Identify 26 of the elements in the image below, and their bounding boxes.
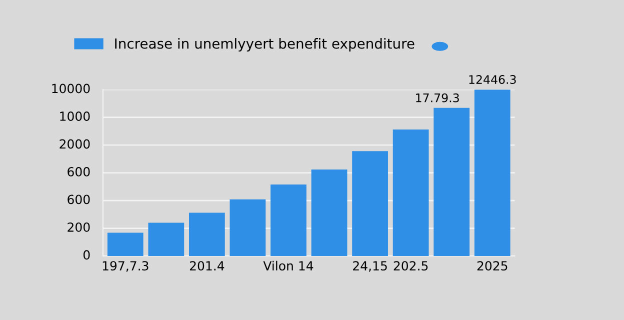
bar bbox=[230, 199, 266, 256]
x-tick-label: 24,15 bbox=[353, 261, 387, 272]
x-tick-label: 201.4 bbox=[190, 261, 224, 271]
x-tick-label: Vilon 14 bbox=[263, 260, 314, 271]
text: 1000 bbox=[60, 112, 90, 121]
bar bbox=[107, 232, 144, 256]
bar bbox=[392, 130, 429, 256]
annotation: 17.79.3 bbox=[416, 93, 459, 102]
text: 200 bbox=[68, 222, 90, 232]
text: 2000 bbox=[60, 139, 90, 149]
text: 10000 bbox=[52, 84, 90, 94]
bar bbox=[434, 108, 470, 256]
legend-label: Increase in unemlyyert benefit expenditure bbox=[115, 38, 414, 52]
text: 600 bbox=[68, 194, 90, 204]
text: 12446.3 bbox=[469, 75, 516, 84]
text: 0 bbox=[83, 250, 90, 260]
bar bbox=[311, 169, 348, 256]
x-tick-label: 197,7.3 bbox=[102, 261, 148, 272]
x-tick-label: 2025 bbox=[477, 261, 508, 271]
bar bbox=[148, 222, 184, 256]
bar bbox=[474, 90, 510, 256]
text: 600 bbox=[68, 166, 90, 176]
bar bbox=[352, 151, 388, 256]
bar bbox=[270, 184, 306, 256]
bar bbox=[189, 212, 225, 256]
x-tick-label: 202.5 bbox=[394, 261, 428, 271]
